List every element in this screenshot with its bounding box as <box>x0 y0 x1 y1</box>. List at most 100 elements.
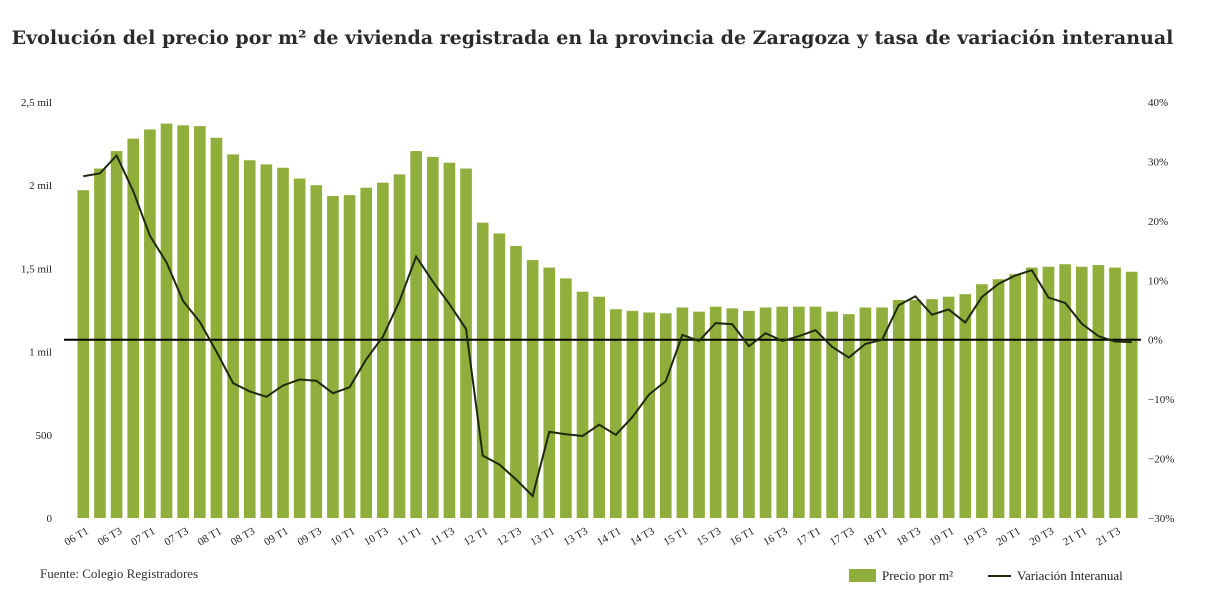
bar-17-t2 <box>826 311 838 518</box>
x-tick-label: 13 T1 <box>528 525 556 548</box>
bar-21-t3 <box>1109 267 1121 518</box>
x-tick-label: 14 T1 <box>595 525 623 548</box>
x-tick-label: 06 T1 <box>62 525 90 548</box>
x-tick-label: 16 T3 <box>761 525 790 549</box>
bar-07-t2 <box>160 123 173 518</box>
x-tick-label: 14 T3 <box>628 525 657 549</box>
right-tick-label: 0% <box>1148 335 1163 347</box>
right-tick-label: 30% <box>1148 156 1168 168</box>
x-tick-label: 10 T3 <box>362 525 391 549</box>
x-tick-label: 15 T1 <box>662 525 690 548</box>
x-tick-label: 20 T3 <box>1028 525 1057 549</box>
source-note: Fuente: Colegio Registradores <box>40 566 198 581</box>
bar-11-t4 <box>460 168 472 518</box>
legend-label-precio: Precio por m² <box>882 568 953 583</box>
x-tick-label: 09 T3 <box>295 525 324 549</box>
left-tick-label: 1 mil <box>29 347 52 359</box>
bar-16-t4 <box>793 306 805 518</box>
x-tick-label: 09 T1 <box>262 525 290 548</box>
bar-08-t2 <box>227 154 239 519</box>
bar-19-t3 <box>976 284 988 518</box>
bar-12-t4 <box>526 260 539 518</box>
bar-14-t1 <box>610 309 622 518</box>
left-tick-label: 0 <box>47 513 53 525</box>
bar-20-t4 <box>1059 264 1071 518</box>
x-tick-label: 17 T3 <box>828 525 857 549</box>
left-tick-label: 2 mil <box>29 180 52 192</box>
bar-14-t4 <box>659 313 672 518</box>
bar-16-t2 <box>759 307 772 518</box>
bar-10-t2 <box>360 187 373 518</box>
x-tick-label: 08 T3 <box>229 525 258 549</box>
x-tick-label: 21 T1 <box>1061 525 1089 548</box>
bar-19-t2 <box>959 294 972 518</box>
bar-15-t1 <box>676 307 689 518</box>
bar-06-t4 <box>127 138 140 519</box>
bar-06-t2 <box>94 168 106 518</box>
bar-09-t4 <box>327 196 339 518</box>
x-tick-label: 10 T1 <box>329 525 357 548</box>
bar-13-t3 <box>576 291 589 518</box>
x-tick-label: 16 T1 <box>728 525 756 548</box>
right-tick-label: 40% <box>1148 97 1168 109</box>
legend-bar-swatch <box>849 569 876 582</box>
bar-10-t3 <box>377 182 389 518</box>
bar-18-t1 <box>876 307 888 518</box>
chart-title: Evolución del precio por m² de vivienda … <box>11 27 1174 49</box>
left-tick-label: 1,5 mil <box>21 263 52 275</box>
bar-12-t1 <box>476 222 489 518</box>
x-tick-label: 11 T1 <box>396 525 424 548</box>
bar-13-t4 <box>593 296 606 518</box>
right-tick-label: 20% <box>1148 216 1168 228</box>
bar-06-t3 <box>110 151 123 518</box>
bar-16-t3 <box>776 306 789 518</box>
bar-14-t3 <box>643 312 655 518</box>
right-tick-label: −20% <box>1148 454 1174 466</box>
bar-17-t4 <box>859 307 872 518</box>
x-tick-label: 18 T3 <box>895 525 924 549</box>
x-tick-label: 07 T1 <box>129 525 157 548</box>
bar-14-t2 <box>626 310 639 518</box>
bar-15-t2 <box>693 311 705 518</box>
bar-08-t1 <box>210 137 223 518</box>
x-tick-label: 12 T1 <box>462 525 490 548</box>
bar-12-t2 <box>493 233 506 518</box>
bar-11-t1 <box>410 151 422 518</box>
x-tick-label: 18 T1 <box>861 525 889 548</box>
bar-13-t2 <box>560 278 572 518</box>
x-tick-label: 21 T3 <box>1094 525 1123 549</box>
right-tick-label: −10% <box>1148 394 1174 406</box>
x-tick-label: 12 T3 <box>495 525 524 549</box>
bar-07-t3 <box>177 125 189 519</box>
bar-21-t4 <box>1125 271 1138 518</box>
x-tick-label: 15 T3 <box>695 525 724 549</box>
bar-09-t3 <box>310 185 323 518</box>
bar-09-t2 <box>293 178 306 519</box>
bar-10-t4 <box>393 174 406 518</box>
bar-19-t4 <box>992 279 1005 518</box>
x-tick-label: 17 T1 <box>795 525 823 548</box>
bar-15-t4 <box>726 308 739 518</box>
x-axis-ticks: 06 T1 06 T3 07 T1 07 T3 08 T1 08 T3 09 T1 09 T3… <box>62 525 1122 549</box>
x-tick-label: 19 T3 <box>961 525 990 549</box>
x-tick-label: 11 T3 <box>429 525 457 548</box>
legend: Precio por m² Variación Interanual <box>849 568 1123 583</box>
x-tick-label: 13 T3 <box>562 525 591 549</box>
bar-07-t1 <box>144 129 156 518</box>
x-tick-label: 08 T1 <box>196 525 224 548</box>
bar-09-t1 <box>277 167 289 519</box>
x-tick-label: 20 T1 <box>994 525 1022 548</box>
bar-21-t2 <box>1092 265 1105 518</box>
bar-20-t2 <box>1026 267 1038 518</box>
bar-18-t3 <box>909 300 922 518</box>
x-tick-label: 06 T3 <box>96 525 125 549</box>
bar-20-t3 <box>1042 266 1055 518</box>
bar-17-t1 <box>809 306 822 518</box>
bar-17-t3 <box>842 314 855 518</box>
bar-06-t1 <box>77 190 90 518</box>
bar-group <box>77 123 1138 519</box>
left-tick-label: 2,5 mil <box>21 97 52 109</box>
legend-label-variacion: Variación Interanual <box>1017 568 1123 583</box>
variacion-interanual-line <box>83 153 1132 498</box>
